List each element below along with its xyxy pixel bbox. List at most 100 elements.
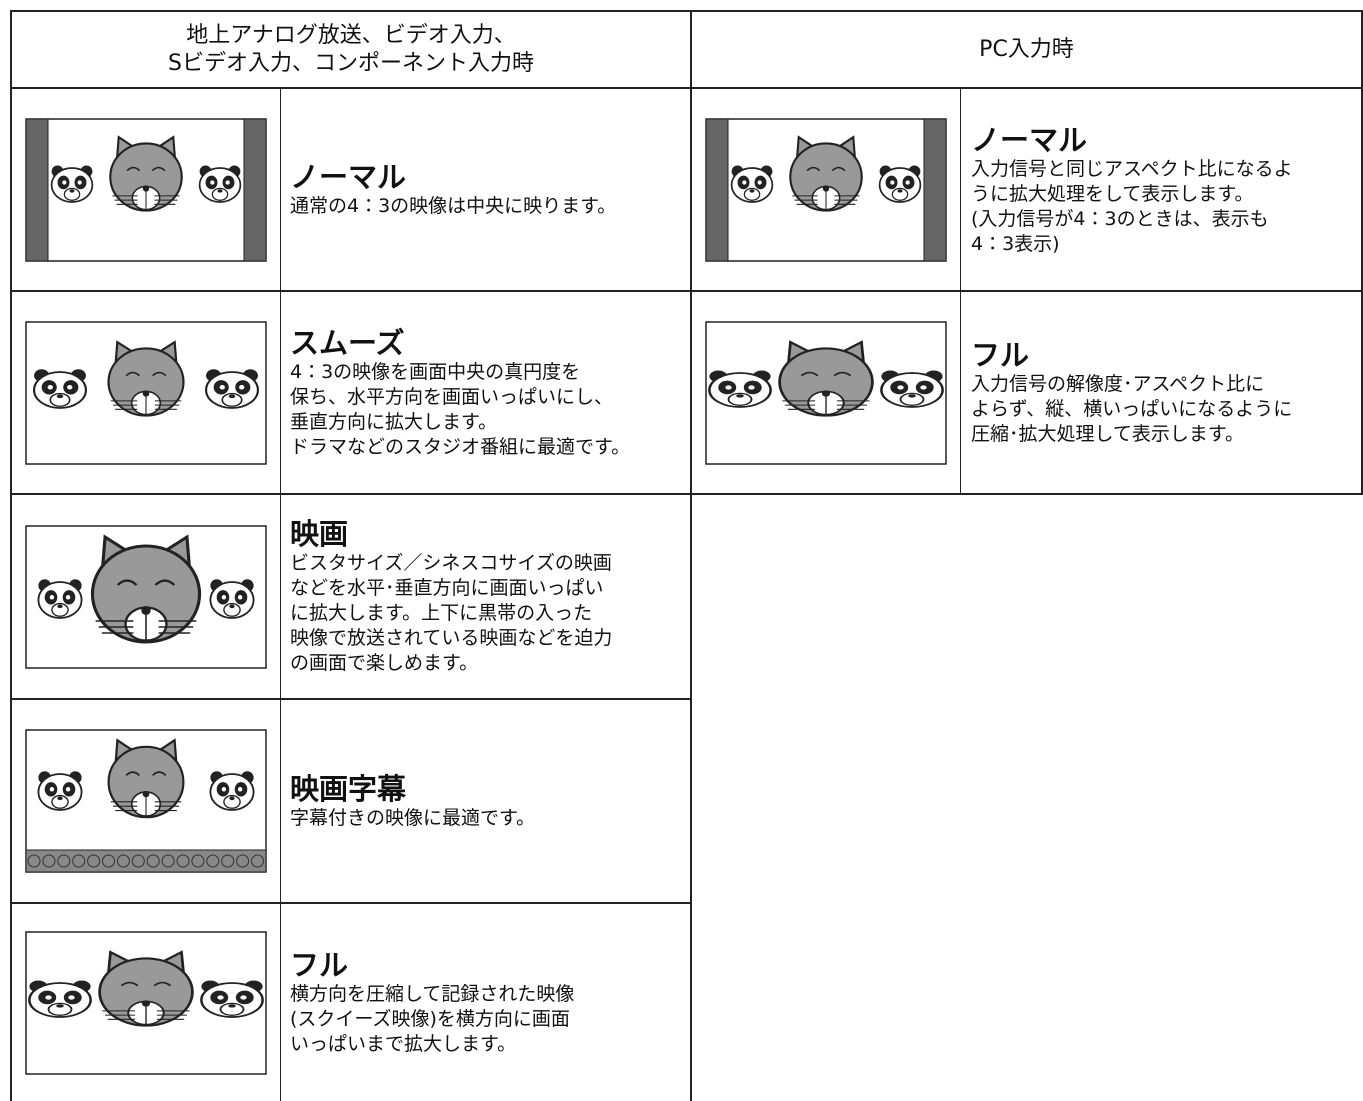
shape [142, 390, 150, 397]
shape [221, 854, 235, 868]
table-line [280, 290, 281, 493]
shape [899, 392, 925, 406]
shape [228, 394, 236, 399]
shape [237, 787, 243, 792]
shape [45, 995, 52, 1000]
shape [116, 579, 176, 586]
shape [49, 787, 55, 792]
shape [742, 180, 747, 185]
table-line [960, 290, 961, 493]
shape [240, 995, 247, 1000]
illustration [25, 931, 267, 1075]
shape [198, 165, 242, 203]
row-line: などを水平･垂直方向に画面いっぱい [290, 577, 604, 599]
table-line [960, 87, 961, 290]
shape [32, 369, 88, 409]
shape [229, 604, 235, 609]
shape [778, 340, 874, 417]
shape [107, 738, 185, 819]
shape [200, 980, 264, 1018]
row-line: 横方向を圧縮して記録された映像 [290, 983, 575, 1005]
row-text: スムーズ 4：3の映像を画面中央の真円度を 保ち、水平方向を画面いっぱいにし、 垂直方… [290, 292, 688, 493]
shape [142, 790, 150, 798]
illustration [705, 321, 947, 465]
shape [107, 340, 185, 417]
row-title: 映画 [290, 517, 349, 551]
shape [891, 187, 909, 201]
shape [239, 385, 245, 390]
row-title: ノーマル [290, 160, 407, 194]
row-text: ノーマル 入力信号と同じアスペクト比になるよ うに拡大処理をして表示します。 (入力信… [971, 89, 1361, 290]
shape [748, 385, 755, 390]
shape [141, 1000, 151, 1007]
shape [102, 854, 115, 868]
shape [47, 385, 53, 390]
row-line: 保ち、水平方向を画面いっぱいにし、 [290, 385, 614, 408]
row-line: 入力信号の解像度･アスペクト比に [971, 373, 1265, 395]
shape [800, 371, 852, 377]
shape [77, 180, 82, 185]
row-line: 字幕付きの映像に最適です。 [290, 806, 536, 829]
table-line [10, 902, 692, 904]
shape [749, 189, 755, 193]
shape [51, 794, 69, 809]
shape [56, 394, 64, 399]
shape [62, 180, 67, 185]
row-text: 映画 ビスタサイズ／シネスコサイズの映画 などを水平･垂直方向に画面いっぱい に拡大し… [290, 495, 688, 698]
shape [68, 995, 75, 1000]
shape [223, 794, 241, 809]
shape [37, 579, 83, 619]
shape [27, 854, 41, 868]
shape [217, 189, 223, 193]
row-line: 映像で放送されている映画などを迫力 [290, 627, 613, 649]
row-line: 入力信号と同じアスペクト比になるよ [971, 157, 1293, 180]
shape [102, 1006, 190, 1026]
row-line: うに拡大処理をして表示します。 [971, 182, 1254, 205]
row-line: (入力信号が4：3のときは、表示も [971, 207, 1269, 230]
illustration [705, 118, 947, 262]
shape [65, 787, 71, 792]
table-line [690, 87, 1363, 89]
shape [57, 796, 63, 801]
row-title: フル [971, 338, 1030, 372]
table-line [690, 493, 1363, 495]
shape [87, 854, 101, 868]
shape [880, 370, 944, 408]
shape [789, 142, 863, 212]
table-line [10, 290, 692, 292]
shape [897, 189, 903, 193]
shape [206, 854, 220, 868]
shape [112, 191, 180, 211]
row-line: 4：3表示) [971, 232, 1060, 255]
shape [125, 771, 167, 777]
row-text: フル 入力信号の解像度･アスペクト比に よらず、縦、横いっぱいになるように 圧縮･拡大… [971, 292, 1361, 493]
shape [209, 771, 255, 811]
shape [743, 187, 761, 201]
illustration [25, 321, 267, 465]
shape [107, 745, 185, 819]
shape [49, 392, 71, 407]
shape [110, 396, 182, 416]
shape [191, 854, 205, 868]
illustration [25, 525, 267, 669]
shape [109, 142, 183, 212]
shape [878, 165, 922, 203]
shape [905, 180, 910, 185]
row-title: フル [290, 948, 349, 982]
row-text: ノーマル 通常の4：3の映像は中央に映ります。 [290, 89, 688, 290]
shape [67, 385, 73, 390]
shape [57, 854, 71, 868]
header-text: PC入力時 [979, 36, 1074, 62]
table-line [1361, 10, 1363, 495]
row-line: 4：3の映像を画面中央の真円度を [290, 360, 581, 383]
shape [176, 854, 190, 868]
shape [57, 604, 63, 609]
shape [223, 602, 241, 617]
shape [49, 595, 55, 600]
table-line [10, 493, 692, 495]
shape [237, 595, 243, 600]
shape [211, 187, 229, 201]
row-line: 通常の4：3の映像は中央に映ります。 [290, 195, 617, 217]
row-line: 圧縮･拡大処理して表示します。 [971, 423, 1245, 445]
